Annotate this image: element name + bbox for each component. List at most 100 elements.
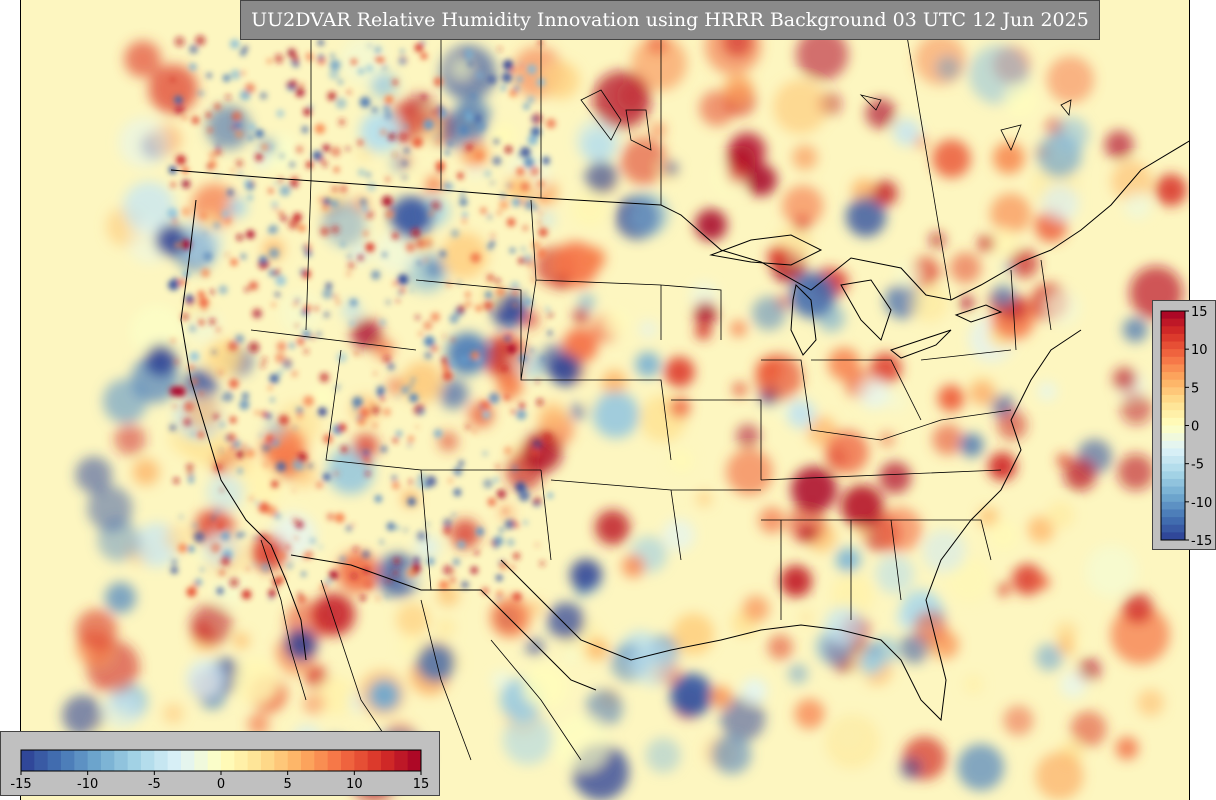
innovation-speck <box>470 92 477 100</box>
innovation-blob <box>840 484 884 528</box>
innovation-speck <box>442 564 454 576</box>
innovation-blob <box>662 518 695 552</box>
innovation-blob <box>1115 736 1139 760</box>
innovation-speck <box>191 432 196 437</box>
innovation-speck <box>266 58 272 64</box>
innovation-blob <box>773 79 828 134</box>
innovation-blob <box>190 603 233 646</box>
innovation-speck <box>287 48 297 58</box>
innovation-speck <box>426 557 435 566</box>
us-mexico-border <box>290 554 597 691</box>
innovation-speck <box>168 279 180 291</box>
innovation-speck <box>235 130 243 138</box>
innovation-blob <box>114 423 146 456</box>
innovation-speck <box>286 562 294 570</box>
innovation-speck <box>492 156 502 166</box>
innovation-blob <box>436 618 456 637</box>
innovation-speck <box>263 463 268 467</box>
innovation-speck <box>340 241 346 248</box>
colorbar-swatch <box>194 750 209 771</box>
innovation-speck <box>470 252 481 263</box>
innovation-speck <box>261 562 271 572</box>
innovation-blob <box>132 458 160 486</box>
innovation-blob <box>992 284 1015 307</box>
innovation-blob <box>989 228 1018 257</box>
innovation-blob <box>922 529 966 573</box>
innovation-speck <box>532 439 543 450</box>
innovation-speck <box>513 522 520 529</box>
innovation-speck <box>392 232 399 240</box>
innovation-speck <box>363 450 369 456</box>
innovation-speck <box>289 161 295 168</box>
innovation-blob <box>396 602 430 637</box>
innovation-speck <box>475 527 484 536</box>
innovation-speck <box>244 287 249 292</box>
innovation-blob <box>1046 501 1075 529</box>
innovation-speck <box>292 517 298 523</box>
innovation-speck <box>393 557 401 565</box>
innovation-speck <box>353 350 360 356</box>
innovation-blob <box>87 485 133 531</box>
innovation-speck <box>173 477 180 484</box>
innovation-blob <box>742 595 770 623</box>
innovation-speck <box>383 104 391 112</box>
innovation-speck <box>335 98 347 109</box>
innovation-speck <box>487 74 497 85</box>
innovation-blob <box>1057 454 1070 467</box>
innovation-blob <box>949 252 982 284</box>
innovation-speck <box>235 334 245 344</box>
innovation-speck <box>269 373 280 384</box>
innovation-speck <box>371 405 381 415</box>
innovation-blob <box>424 176 443 194</box>
innovation-speck <box>412 563 421 572</box>
innovation-speck <box>462 211 468 218</box>
innovation-speck <box>298 224 306 232</box>
innovation-speck <box>181 313 189 321</box>
innovation-blob <box>1072 636 1085 649</box>
colorbar-swatch <box>1161 349 1185 358</box>
innovation-speck <box>268 589 276 597</box>
innovation-speck <box>271 303 276 307</box>
innovation-speck <box>260 363 266 368</box>
innovation-speck <box>314 123 326 134</box>
innovation-blob <box>592 70 651 129</box>
innovation-speck <box>466 144 473 151</box>
innovation-blob <box>497 373 523 399</box>
lake-superior <box>709 234 823 266</box>
innovation-speck <box>490 311 494 315</box>
innovation-speck <box>269 145 273 149</box>
innovation-speck <box>423 119 434 130</box>
innovation-blob <box>1003 83 1037 117</box>
innovation-speck <box>379 128 387 136</box>
innovation-speck <box>212 350 217 355</box>
innovation-speck <box>319 372 330 383</box>
innovation-speck <box>511 67 516 73</box>
colorbar-swatch <box>1161 417 1185 426</box>
innovation-speck <box>339 556 346 563</box>
innovation-speck <box>295 87 305 98</box>
innovation-speck <box>213 102 222 111</box>
innovation-speck <box>523 103 530 110</box>
innovation-speck <box>542 432 553 443</box>
innovation-speck <box>511 198 521 207</box>
innovation-blob <box>621 554 645 578</box>
innovation-speck <box>330 199 339 208</box>
innovation-speck <box>523 157 535 168</box>
innovation-speck <box>475 71 484 80</box>
innovation-speck <box>246 230 255 239</box>
innovation-speck <box>216 587 224 595</box>
innovation-speck <box>214 509 220 515</box>
innovation-speck <box>441 363 451 372</box>
innovation-blob <box>563 327 599 363</box>
innovation-speck <box>319 545 323 549</box>
innovation-speck <box>457 172 464 179</box>
innovation-pocket <box>550 354 582 386</box>
innovation-blob <box>1122 592 1154 624</box>
innovation-speck <box>542 156 550 165</box>
innovation-speck <box>431 202 436 207</box>
innovation-blob <box>639 320 658 339</box>
innovation-speck <box>213 222 220 229</box>
innovation-speck <box>230 168 235 173</box>
innovation-blob <box>1070 711 1107 747</box>
innovation-blob <box>631 641 676 686</box>
